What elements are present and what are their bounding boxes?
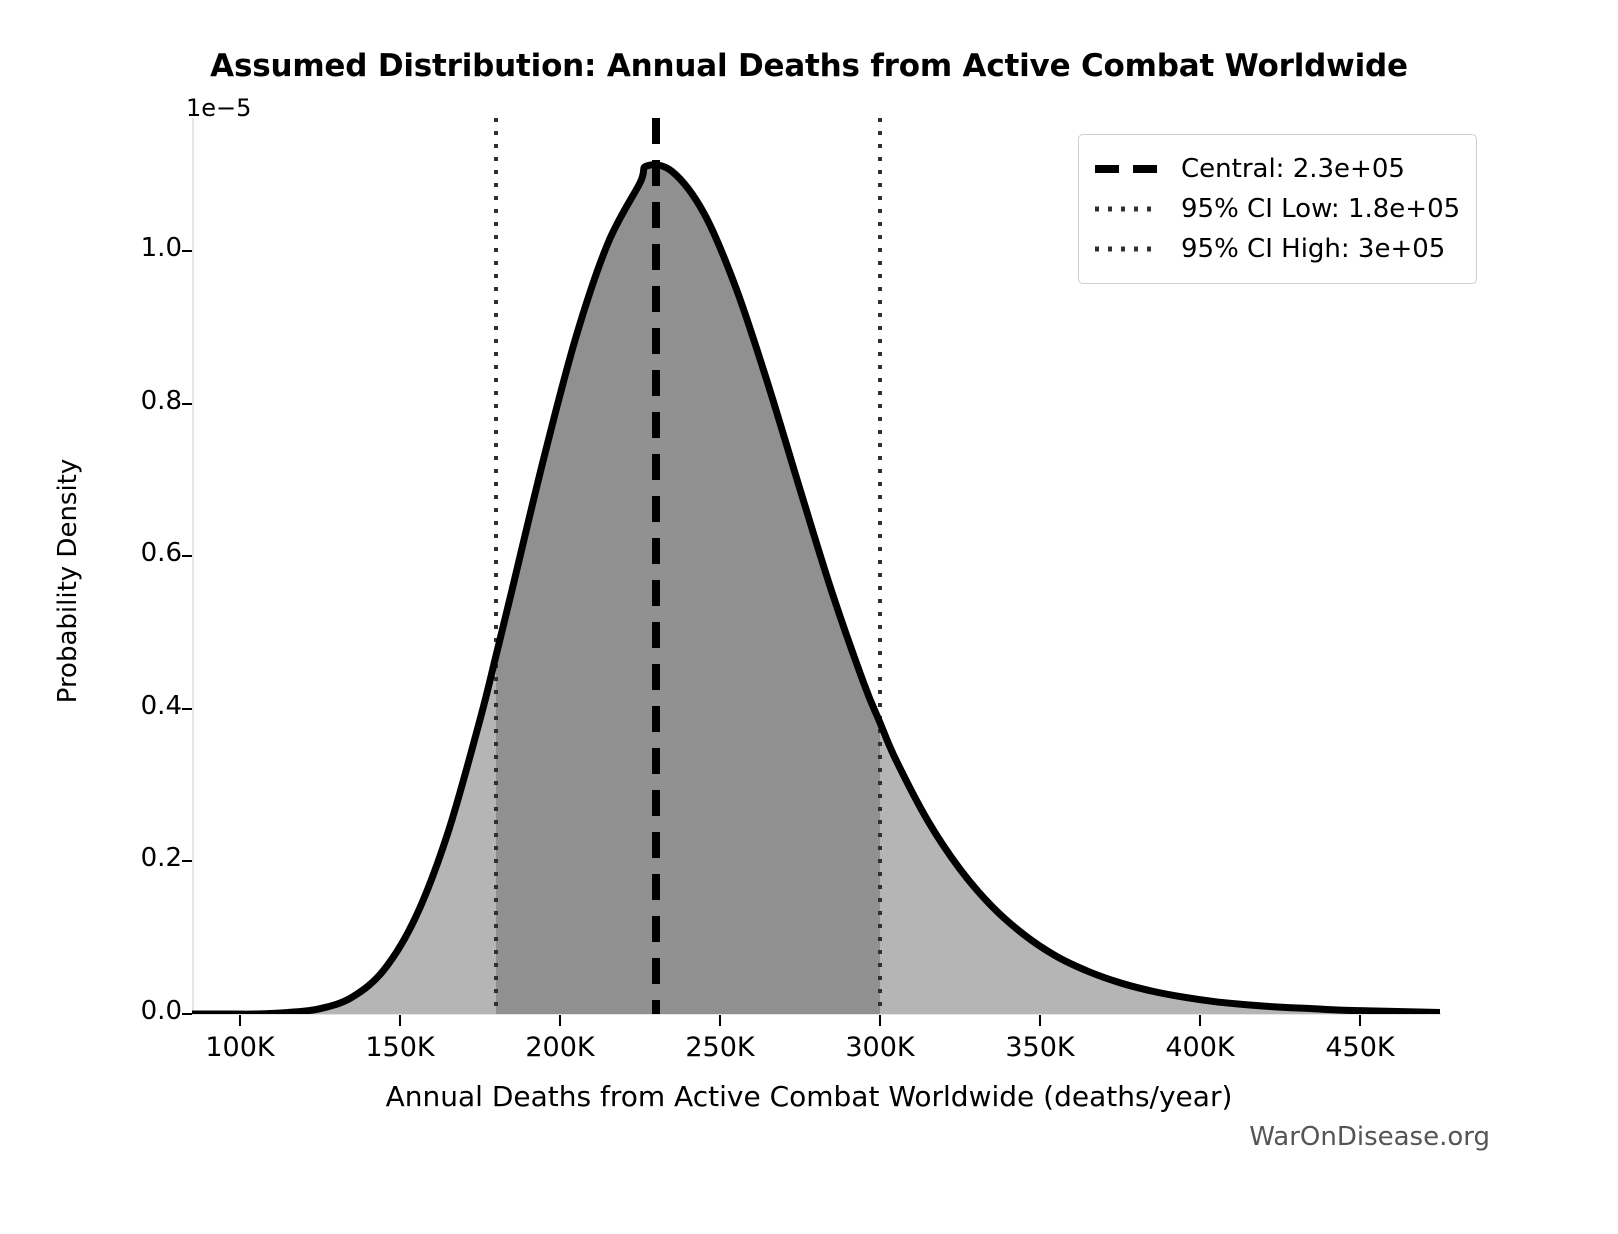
x-tick-mark [1039,1015,1041,1026]
y-tick-label: 0.4 [140,690,182,721]
x-tick-label: 200K [525,1032,595,1063]
x-tick-mark [399,1015,401,1026]
y-tick-label: 0.0 [140,996,182,1026]
y-tick-mark [182,860,192,863]
y-tick-mark [182,1013,192,1015]
dashed-line-icon [1095,165,1157,173]
x-tick-mark [879,1015,881,1026]
x-tick-mark [719,1015,721,1026]
legend-item-ci-low: 95% CI Low: 1.8e+05 [1093,189,1460,229]
x-tick-label: 300K [845,1032,915,1063]
y-axis-offset-label: 1e−5 [186,94,252,122]
legend-item-ci-high: 95% CI High: 3e+05 [1093,229,1460,269]
y-tick-mark [182,402,192,405]
legend-item-central: Central: 2.3e+05 [1093,149,1460,189]
y-tick-mark [182,555,192,558]
chart-title: Assumed Distribution: Annual Deaths from… [210,48,1408,84]
x-tick-label: 100K [205,1032,275,1063]
ci-fill-area [496,164,880,1014]
x-tick-label: 350K [1005,1032,1075,1063]
y-tick-label: 0.6 [140,538,182,569]
x-axis-label: Annual Deaths from Active Combat Worldwi… [385,1080,1233,1113]
x-tick-mark [1359,1015,1361,1026]
y-tick-label: 1.0 [140,233,182,264]
x-tick-label: 450K [1325,1032,1395,1063]
x-tick-mark [239,1015,241,1026]
y-tick-mark [182,250,192,253]
legend-label-ci-low: 95% CI Low: 1.8e+05 [1181,194,1461,224]
distribution-plot [192,118,1440,1014]
x-axis-spine [192,1013,1441,1015]
y-axis-spine [192,118,194,1015]
x-tick-label: 150K [365,1032,435,1063]
legend-label-central: Central: 2.3e+05 [1181,154,1405,184]
x-tick-label: 250K [685,1032,755,1063]
x-tick-mark [559,1015,561,1026]
dotted-line-icon [1095,246,1157,252]
legend-label-ci-high: 95% CI High: 3e+05 [1181,234,1446,264]
watermark: WarOnDisease.org [1249,1122,1490,1152]
x-tick-label: 400K [1165,1032,1235,1063]
y-axis-label: Probability Density [53,458,83,704]
density-curve [192,161,1440,1014]
y-tick-mark [182,707,192,710]
x-tick-mark [1199,1015,1201,1026]
y-tick-label: 0.8 [140,385,182,416]
dotted-line-icon [1095,206,1157,212]
chart-legend: Central: 2.3e+05 95% CI Low: 1.8e+05 95%… [1078,134,1478,284]
y-tick-label: 0.2 [140,843,182,874]
plot-area [192,118,1440,1014]
